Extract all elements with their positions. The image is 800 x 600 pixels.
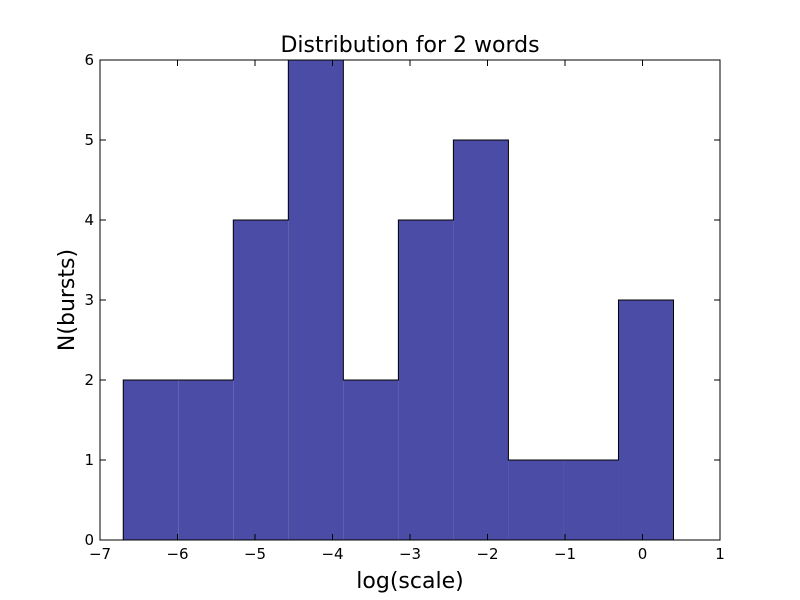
y-axis-label: N(bursts) <box>55 249 80 351</box>
y-tick-label: 3 <box>84 291 94 309</box>
chart-title: Distribution for 2 words <box>280 33 539 58</box>
x-tick-label: −1 <box>554 545 576 563</box>
y-tick-label: 6 <box>84 51 94 69</box>
histogram-bars <box>122 59 674 540</box>
histogram-outline <box>122 59 674 540</box>
histogram-bar <box>618 300 674 540</box>
x-tick-label: −7 <box>89 545 111 563</box>
x-axis-label: log(scale) <box>356 569 463 594</box>
x-tick-label: −2 <box>476 545 498 563</box>
histogram-bar <box>233 220 289 540</box>
histogram-bar <box>343 380 399 540</box>
y-tick-label: 0 <box>84 531 94 549</box>
x-tick-label: −3 <box>399 545 421 563</box>
histogram-bar <box>563 460 619 540</box>
x-tick-label: −4 <box>321 545 343 563</box>
y-tick-label: 1 <box>84 451 94 469</box>
histogram-bar <box>398 220 454 540</box>
histogram-bar <box>453 140 509 540</box>
histogram-bar <box>508 460 564 540</box>
y-tick-label: 2 <box>84 371 94 389</box>
x-tick-label: −5 <box>244 545 266 563</box>
y-tick-label: 5 <box>84 131 94 149</box>
histogram-bar <box>123 380 179 540</box>
x-axis-ticks: −7 −6 −5 −4 −3 −2 −1 0 1 <box>89 60 725 563</box>
x-tick-label: 0 <box>638 545 648 563</box>
y-tick-label: 4 <box>84 211 94 229</box>
histogram-bar <box>178 380 234 540</box>
histogram-bar <box>288 60 344 540</box>
y-axis-ticks: 0 1 2 3 4 5 6 <box>84 51 720 549</box>
x-tick-label: −6 <box>166 545 188 563</box>
x-tick-label: 1 <box>715 545 725 563</box>
